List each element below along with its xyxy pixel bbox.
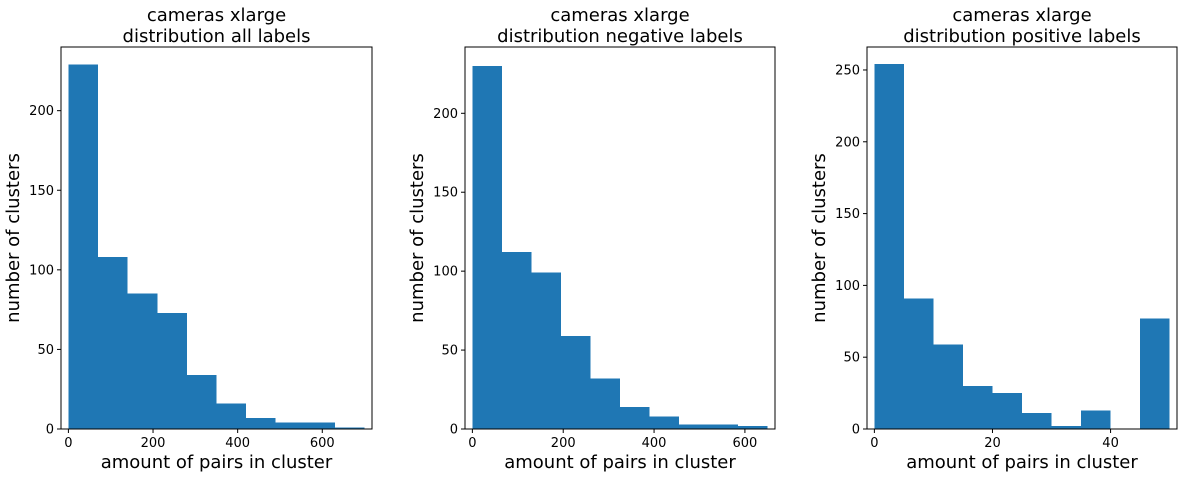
x-tick-label: 400 [225, 436, 250, 451]
y-tick-label: 200 [835, 135, 860, 150]
axes-frame [464, 46, 776, 430]
x-axis-label: amount of pairs in cluster [101, 452, 333, 473]
histogram-bar [275, 422, 306, 429]
histogram-bar [68, 64, 99, 429]
x-tick-label: 600 [310, 436, 335, 451]
y-tick-label: 200 [433, 107, 458, 122]
histogram-bar [531, 272, 561, 429]
x-tick-label: 0 [468, 436, 476, 451]
histogram-bar [560, 335, 591, 429]
histogram-bar [1022, 413, 1052, 429]
histogram-bar [501, 252, 532, 429]
y-tick-label: 50 [843, 351, 860, 366]
x-tick-label: 0 [64, 436, 72, 451]
y-tick-label: 100 [29, 263, 54, 278]
histogram-bar [246, 417, 276, 429]
y-axis-label: number of clusters [3, 153, 24, 323]
chart-title-line1: cameras xlarge [147, 5, 286, 26]
histogram-bar [472, 65, 502, 430]
histogram-bar [903, 298, 934, 429]
y-axis-label: number of clusters [407, 153, 428, 323]
y-tick-label: 50 [37, 343, 54, 358]
histogram-panel-1: 0 200 400 600 0 50 100 150 200 cameras xlargedist… [3, 5, 373, 473]
histogram-bar [590, 378, 620, 429]
histogram-bar [620, 406, 650, 429]
y-tick-label: 0 [852, 423, 860, 438]
x-tick-label: 400 [642, 436, 667, 451]
chart-title-line2: distribution negative labels [497, 26, 743, 47]
x-tick-label: 40 [1102, 436, 1119, 451]
x-axis-label: amount of pairs in cluster [906, 452, 1138, 473]
x-tick-label: 200 [141, 436, 166, 451]
chart-title-line1: cameras xlarge [952, 5, 1091, 26]
histogram-bar [98, 257, 128, 429]
y-tick-label: 100 [433, 265, 458, 280]
histogram-bar [1081, 410, 1111, 429]
x-tick-label: 20 [984, 436, 1001, 451]
histogram-panel-2: 0 200 400 600 0 50 100 150 200 cameras xlargedist… [407, 5, 776, 473]
x-tick-label: 200 [551, 436, 576, 451]
histogram-bar [1051, 426, 1082, 429]
chart-title-line1: cameras xlarge [550, 5, 689, 26]
histogram-bar [933, 344, 963, 429]
histogram-bar [216, 403, 247, 429]
histogram-bar [992, 393, 1022, 429]
chart-title-line2: distribution positive labels [903, 26, 1141, 47]
histogram-bar [1140, 318, 1170, 429]
histogram-bar [186, 374, 217, 429]
y-tick-label: 150 [835, 207, 860, 222]
histogram-panel-3: 0 20 40 0 50 100 150 200 250 cameras xlargedistri… [809, 5, 1178, 473]
y-axis-label: number of clusters [809, 153, 830, 323]
chart-title-line2: distribution all labels [123, 26, 311, 47]
y-tick-label: 150 [433, 186, 458, 201]
x-tick-label: 0 [870, 436, 878, 451]
y-tick-label: 0 [450, 423, 458, 438]
histogram-bar [708, 424, 739, 429]
histogram-bar [738, 425, 768, 429]
y-tick-label: 150 [29, 184, 54, 199]
axes-frame [866, 46, 1178, 430]
x-tick-label: 600 [732, 436, 757, 451]
histogram-bar [157, 312, 187, 429]
y-tick-label: 50 [441, 344, 458, 359]
histogram-bar [874, 64, 904, 429]
axes-frame [60, 46, 373, 430]
y-tick-label: 0 [46, 423, 54, 438]
x-axis-label: amount of pairs in cluster [504, 452, 736, 473]
y-tick-label: 100 [835, 279, 860, 294]
y-tick-label: 200 [29, 104, 54, 119]
histogram-bar [962, 385, 993, 429]
histogram-bar [649, 416, 680, 429]
histogram-bar [679, 424, 709, 429]
y-tick-label: 250 [835, 63, 860, 78]
histogram-bar [127, 293, 158, 429]
histogram-bar [305, 422, 335, 429]
histogram-bar [334, 427, 365, 429]
